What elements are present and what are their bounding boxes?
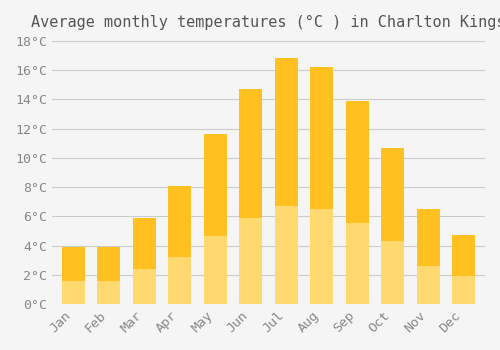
Bar xyxy=(239,89,262,304)
Bar xyxy=(452,276,475,304)
Bar xyxy=(346,223,368,304)
Bar xyxy=(204,134,227,304)
Bar xyxy=(416,209,440,304)
Bar xyxy=(132,218,156,304)
Bar xyxy=(168,257,191,304)
Bar xyxy=(274,58,297,304)
Bar xyxy=(310,67,333,304)
Bar xyxy=(204,236,227,304)
Bar xyxy=(274,206,297,304)
Bar xyxy=(381,241,404,304)
Title: Average monthly temperatures (°C ) in Charlton Kings: Average monthly temperatures (°C ) in Ch… xyxy=(31,15,500,30)
Bar xyxy=(416,266,440,304)
Bar xyxy=(452,235,475,304)
Bar xyxy=(97,247,120,304)
Bar xyxy=(97,281,120,304)
Bar xyxy=(62,247,84,304)
Bar xyxy=(62,281,84,304)
Bar xyxy=(310,209,333,304)
Bar xyxy=(168,186,191,304)
Bar xyxy=(381,148,404,304)
Bar xyxy=(239,218,262,304)
Bar xyxy=(346,101,368,304)
Bar xyxy=(132,270,156,304)
